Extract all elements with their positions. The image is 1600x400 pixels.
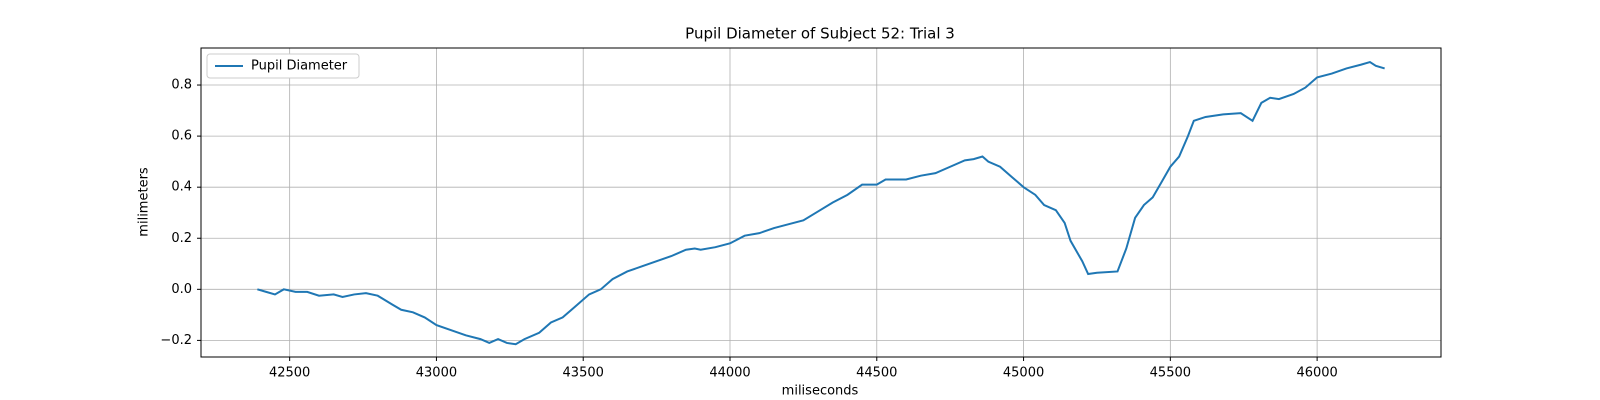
x-tick-label: 42500 <box>269 366 310 381</box>
x-tick-label: 44500 <box>856 366 897 381</box>
chart-title: Pupil Diameter of Subject 52: Trial 3 <box>685 25 955 43</box>
x-tick-label: 45000 <box>1003 366 1044 381</box>
legend-box <box>206 53 360 79</box>
y-tick-label: 0.0 <box>171 282 192 297</box>
plot-frame <box>200 47 1442 358</box>
x-tick-label: 45500 <box>1150 366 1191 381</box>
y-axis-label: milimeters <box>137 167 152 237</box>
legend-label: Pupil Diameter <box>251 59 348 74</box>
data-line <box>257 60 1385 346</box>
x-tick-label: 43500 <box>563 366 604 381</box>
x-tick-label: 44000 <box>709 366 750 381</box>
x-axis-label: miliseconds <box>782 384 859 399</box>
y-tick-label: 0.4 <box>171 180 192 195</box>
y-tick-label: 0.6 <box>171 129 192 144</box>
x-tick-label: 43000 <box>416 366 457 381</box>
y-tick-label: 0.8 <box>171 78 192 93</box>
y-tick-label: 0.2 <box>171 231 192 246</box>
x-tick-label: 46000 <box>1296 366 1337 381</box>
y-tick-label: −0.2 <box>160 333 192 348</box>
